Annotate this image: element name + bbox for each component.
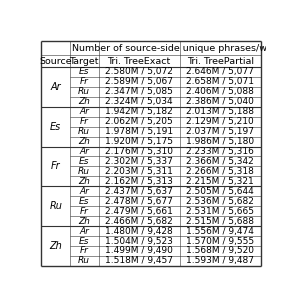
Text: 1.986M / 5,180: 1.986M / 5,180 [186, 137, 254, 146]
Text: 1.978M / 5,191: 1.978M / 5,191 [105, 127, 173, 136]
Text: 2.479M / 5,661: 2.479M / 5,661 [105, 207, 173, 216]
Text: Target: Target [70, 57, 99, 66]
Text: Fr: Fr [80, 77, 89, 86]
Text: Fr: Fr [80, 117, 89, 126]
Text: Zh: Zh [78, 217, 90, 226]
Text: Ru: Ru [49, 201, 62, 211]
Text: Ar: Ar [79, 187, 89, 196]
Text: 2.466M / 5,682: 2.466M / 5,682 [105, 217, 173, 226]
Text: 1.570M / 9,555: 1.570M / 9,555 [186, 237, 254, 246]
Text: Es: Es [50, 122, 61, 132]
Text: 1.518M / 9,457: 1.518M / 9,457 [105, 256, 173, 265]
Text: Ar: Ar [79, 226, 89, 236]
Text: Es: Es [79, 67, 89, 76]
Text: Zh: Zh [49, 241, 62, 251]
Text: 2.646M / 5,077: 2.646M / 5,077 [186, 67, 254, 76]
Text: 2.203M / 5,311: 2.203M / 5,311 [105, 167, 173, 176]
Text: 2.437M / 5,637: 2.437M / 5,637 [105, 187, 173, 196]
Text: 2.013M / 5,188: 2.013M / 5,188 [186, 107, 254, 116]
Text: Zh: Zh [78, 97, 90, 106]
Text: 1.593M / 9,487: 1.593M / 9,487 [186, 256, 254, 265]
Text: 2.406M / 5,088: 2.406M / 5,088 [186, 87, 254, 96]
Text: 2.658M / 5,071: 2.658M / 5,071 [186, 77, 254, 86]
Text: Tri. TreePartial: Tri. TreePartial [187, 57, 254, 66]
Text: 2.505M / 5,644: 2.505M / 5,644 [186, 187, 254, 196]
Text: 2.162M / 5,313: 2.162M / 5,313 [105, 177, 173, 186]
Text: Ar: Ar [79, 147, 89, 156]
Text: 1.504M / 9,523: 1.504M / 9,523 [105, 237, 173, 246]
Text: 2.062M / 5,205: 2.062M / 5,205 [105, 117, 173, 126]
Text: Fr: Fr [80, 207, 89, 216]
Text: 2.515M / 5,688: 2.515M / 5,688 [186, 217, 254, 226]
Text: 2.589M / 5,067: 2.589M / 5,067 [105, 77, 173, 86]
Text: Es: Es [79, 157, 89, 166]
Text: Ru: Ru [78, 87, 90, 96]
Text: 2.037M / 5,197: 2.037M / 5,197 [186, 127, 254, 136]
Text: 2.302M / 5,337: 2.302M / 5,337 [105, 157, 173, 166]
Text: 2.531M / 5,665: 2.531M / 5,665 [186, 207, 254, 216]
Text: 2.386M / 5,040: 2.386M / 5,040 [186, 97, 254, 106]
Text: 2.478M / 5,677: 2.478M / 5,677 [105, 197, 173, 206]
Text: Zh: Zh [78, 177, 90, 186]
Text: Number of source-side unique phrases/words: Number of source-side unique phrases/wor… [72, 44, 288, 53]
Text: Tri. TreeExact: Tri. TreeExact [107, 57, 171, 66]
Text: 2.366M / 5,342: 2.366M / 5,342 [186, 157, 254, 166]
Text: Source: Source [40, 57, 72, 66]
Text: Es: Es [79, 237, 89, 246]
Text: 2.129M / 5,210: 2.129M / 5,210 [186, 117, 254, 126]
Text: Ru: Ru [78, 167, 90, 176]
Text: 1.942M / 5,182: 1.942M / 5,182 [105, 107, 173, 116]
Text: 2.233M / 5,316: 2.233M / 5,316 [186, 147, 254, 156]
Text: 2.536M / 5,682: 2.536M / 5,682 [186, 197, 254, 206]
Text: 1.499M / 9,490: 1.499M / 9,490 [105, 247, 173, 255]
Text: 1.920M / 5,175: 1.920M / 5,175 [105, 137, 173, 146]
Text: Ar: Ar [50, 82, 61, 92]
Text: Ar: Ar [79, 107, 89, 116]
Text: 2.347M / 5,085: 2.347M / 5,085 [105, 87, 173, 96]
Text: Fr: Fr [80, 247, 89, 255]
Text: Ru: Ru [78, 256, 90, 265]
Text: 2.176M / 5,310: 2.176M / 5,310 [105, 147, 173, 156]
Text: 2.580M / 5,072: 2.580M / 5,072 [105, 67, 173, 76]
Text: 1.568M / 9,520: 1.568M / 9,520 [186, 247, 254, 255]
Text: 1.480M / 9,428: 1.480M / 9,428 [105, 226, 173, 236]
Text: 1.556M / 9,474: 1.556M / 9,474 [186, 226, 254, 236]
Text: 2.324M / 5,034: 2.324M / 5,034 [105, 97, 173, 106]
Text: Zh: Zh [78, 137, 90, 146]
Text: Ru: Ru [78, 127, 90, 136]
Text: 2.266M / 5,318: 2.266M / 5,318 [186, 167, 254, 176]
Text: Fr: Fr [51, 161, 60, 171]
Text: 2.215M / 5,321: 2.215M / 5,321 [186, 177, 254, 186]
Text: Es: Es [79, 197, 89, 206]
